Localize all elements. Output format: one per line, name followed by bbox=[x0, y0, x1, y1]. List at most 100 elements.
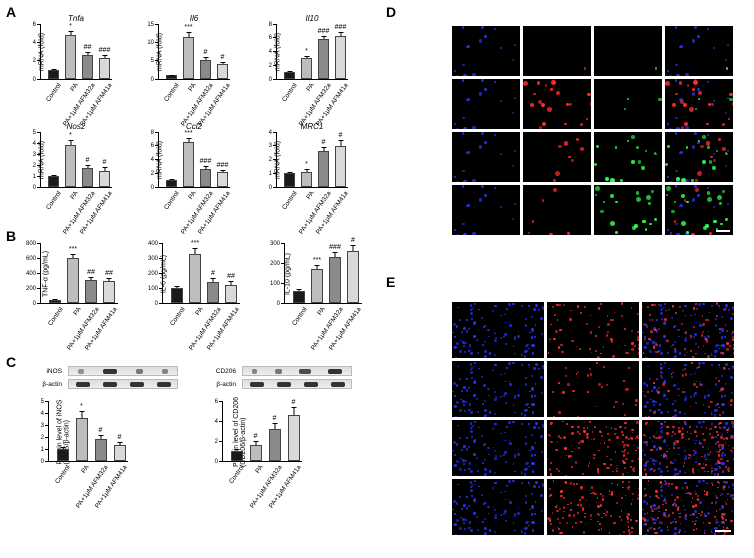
chart-axes: TNF-α (pg/mL)0200400600800***####Control… bbox=[40, 244, 118, 304]
panel-label-c: C bbox=[6, 354, 16, 370]
fluor-cell bbox=[665, 185, 733, 235]
bar bbox=[99, 58, 110, 79]
bar bbox=[293, 291, 305, 303]
significance-marker: ## bbox=[87, 269, 95, 276]
bar bbox=[269, 429, 281, 461]
x-tick-label: Control bbox=[54, 464, 72, 485]
chart-axes: Protein level of iNOS(iNOS/β-actin)01234… bbox=[48, 402, 128, 462]
bar bbox=[335, 36, 346, 79]
fluor-cell bbox=[523, 79, 591, 129]
significance-marker: * bbox=[305, 161, 308, 168]
y-axis-label: TNF-α (pg/mL) bbox=[43, 250, 50, 296]
x-tick-label: PA+1μM AFM41a bbox=[79, 82, 114, 128]
y-tick-label: 4 bbox=[215, 419, 218, 425]
y-axis-label: mRNA (fold) bbox=[39, 33, 46, 71]
significance-marker: ### bbox=[200, 158, 212, 165]
bar bbox=[65, 145, 76, 187]
bar-chart: Il6mRNA (fold)051015***##ControlPAPA+1μM… bbox=[158, 14, 230, 80]
significance-marker: # bbox=[339, 132, 343, 139]
y-tick-label: 100 bbox=[270, 281, 280, 287]
chart-axes: mRNA (fold)02468*######ControlPAPA+1μM A… bbox=[276, 25, 348, 80]
significance-marker: ### bbox=[329, 244, 341, 251]
x-tick-label: Control bbox=[45, 82, 63, 103]
bar bbox=[103, 281, 115, 304]
fluor-cell bbox=[665, 132, 733, 182]
y-tick-label: 0 bbox=[33, 77, 36, 83]
fluor-cell bbox=[642, 420, 734, 476]
x-tick-label: PA bbox=[69, 82, 79, 93]
chart-axes: mRNA (fold)012345*##ControlPAPA+1μM AFM3… bbox=[40, 133, 112, 188]
x-tick-label: PA bbox=[305, 190, 315, 201]
bar bbox=[225, 285, 237, 303]
y-tick-label: 4 bbox=[33, 40, 36, 46]
x-tick-label: PA bbox=[316, 306, 326, 317]
chart-axes: Protein level of CD206(CD206/β-actin)024… bbox=[222, 402, 302, 462]
significance-marker: *** bbox=[191, 240, 199, 247]
fluorescence-grid-d: DAPIControliNOSCD206MergePAPA+AFM32aPA+A… bbox=[452, 26, 733, 235]
y-tick-label: 6 bbox=[215, 399, 218, 405]
y-tick-label: 5 bbox=[33, 130, 36, 136]
y-tick-label: 0 bbox=[151, 77, 154, 83]
y-tick-label: 4 bbox=[151, 157, 154, 163]
bar bbox=[311, 269, 323, 303]
fluor-cell bbox=[523, 185, 591, 235]
significance-marker: # bbox=[351, 237, 355, 244]
x-tick-label: PA bbox=[187, 82, 197, 93]
chart-title: MRC1 bbox=[276, 122, 348, 131]
significance-marker: # bbox=[86, 157, 90, 164]
y-tick-label: 200 bbox=[26, 286, 36, 292]
western-blot-row: CD206 bbox=[210, 366, 352, 376]
bar bbox=[217, 172, 228, 187]
bar bbox=[250, 445, 262, 461]
bar bbox=[217, 64, 228, 79]
bar-chart: Il10mRNA (fold)02468*######ControlPAPA+1… bbox=[276, 14, 348, 80]
western-blot-row: β-actin bbox=[36, 379, 178, 389]
x-tick-label: Control bbox=[169, 306, 187, 327]
bar bbox=[301, 172, 312, 187]
bar bbox=[284, 72, 295, 79]
chart-axes: IL-10 (pg/mL)0100200300***####ControlPAP… bbox=[284, 244, 362, 304]
y-tick-label: 300 bbox=[148, 256, 158, 262]
y-tick-label: 2 bbox=[41, 435, 44, 441]
bar bbox=[318, 151, 329, 187]
y-tick-label: 0 bbox=[151, 185, 154, 191]
fluor-cell bbox=[547, 420, 639, 476]
significance-marker: *** bbox=[313, 257, 321, 264]
y-tick-label: 6 bbox=[151, 143, 154, 149]
y-tick-label: 10 bbox=[147, 40, 154, 46]
y-tick-label: 2 bbox=[33, 58, 36, 64]
y-tick-label: 1 bbox=[269, 171, 272, 177]
x-tick-label: Control bbox=[163, 82, 181, 103]
fluor-cell: CD206 bbox=[594, 26, 662, 76]
significance-marker: ### bbox=[217, 162, 229, 169]
x-tick-label: PA+1μM AFM32a bbox=[187, 306, 222, 352]
significance-marker: ### bbox=[318, 28, 330, 35]
y-tick-label: 300 bbox=[270, 241, 280, 247]
bar bbox=[171, 288, 183, 303]
y-axis-label: mRNA (fold) bbox=[39, 141, 46, 179]
chart-axes: mRNA (fold)0246*#####ControlPAPA+1μM AFM… bbox=[40, 25, 112, 80]
bar-chart: Ccl2mRNA (fold)02468***######ControlPAPA… bbox=[158, 122, 230, 188]
chart-axes: mRNA (fold)02468***######ControlPAPA+1μM… bbox=[158, 133, 230, 188]
y-tick-label: 400 bbox=[148, 241, 158, 247]
x-tick-label: Control bbox=[281, 82, 299, 103]
bar-chart: TNF-α (pg/mL)0200400600800***####Control… bbox=[40, 244, 118, 304]
x-tick-label: PA bbox=[187, 190, 197, 201]
bar-chart: IL-6 (pg/mL)0100200300400***###ControlPA… bbox=[162, 244, 240, 304]
y-tick-label: 3 bbox=[33, 152, 36, 158]
x-tick-label: PA bbox=[194, 306, 204, 317]
fluor-cell: PA bbox=[452, 361, 544, 417]
bar-chart: Nos2mRNA (fold)012345*##ControlPAPA+1μM … bbox=[40, 122, 112, 188]
y-tick-label: 4 bbox=[269, 49, 272, 55]
fluor-cell: PA+AFM32a bbox=[452, 420, 544, 476]
fluor-cell: PA+AFM41a bbox=[452, 479, 544, 535]
x-tick-label: PA bbox=[254, 464, 264, 475]
x-tick-label: PA+1μM AFM41a bbox=[79, 190, 114, 236]
blot-label: CD206 bbox=[210, 368, 238, 375]
bar bbox=[76, 418, 88, 461]
y-tick-label: 8 bbox=[269, 22, 272, 28]
bar bbox=[207, 282, 219, 303]
panel-label-a: A bbox=[6, 4, 16, 20]
significance-marker: # bbox=[221, 54, 225, 61]
significance-marker: ## bbox=[105, 270, 113, 277]
